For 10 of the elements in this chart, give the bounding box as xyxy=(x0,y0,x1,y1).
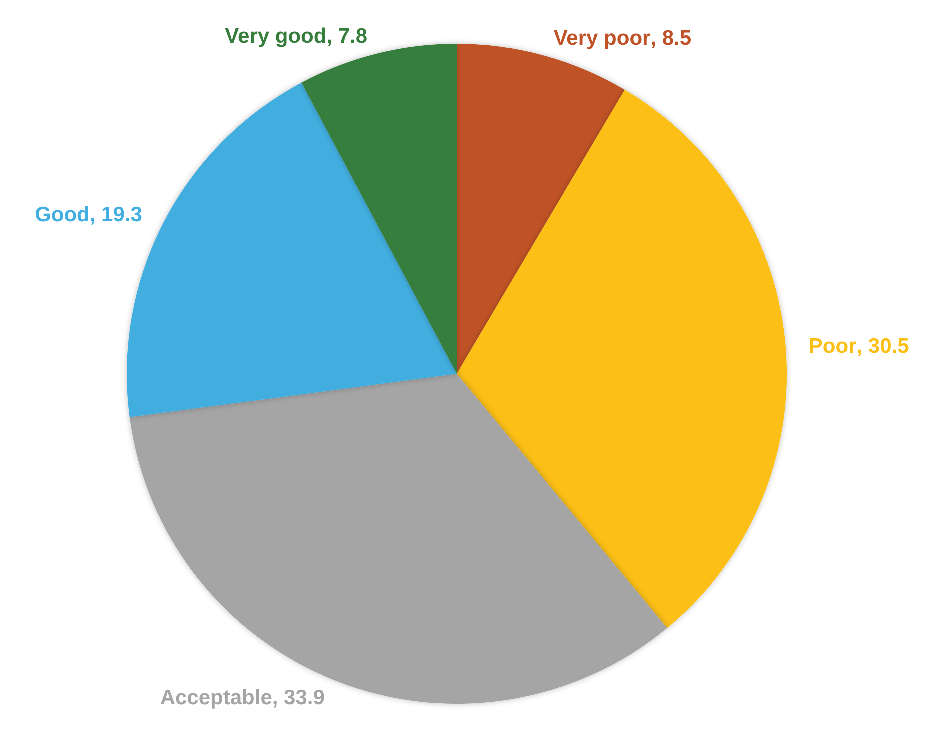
slice-label: Very poor xyxy=(554,26,651,50)
data-label: , 30.5 xyxy=(856,335,910,358)
slice-label: Acceptable xyxy=(160,686,272,710)
slice-label: Very good xyxy=(225,24,327,48)
slice-label: Poor xyxy=(808,335,857,358)
slice-label: Good xyxy=(35,204,90,227)
data-label: , 8.5 xyxy=(650,26,692,50)
data-label: , 19.3 xyxy=(90,204,142,227)
data-label: , 33.9 xyxy=(272,686,325,710)
data-label: , 7.8 xyxy=(326,24,368,48)
